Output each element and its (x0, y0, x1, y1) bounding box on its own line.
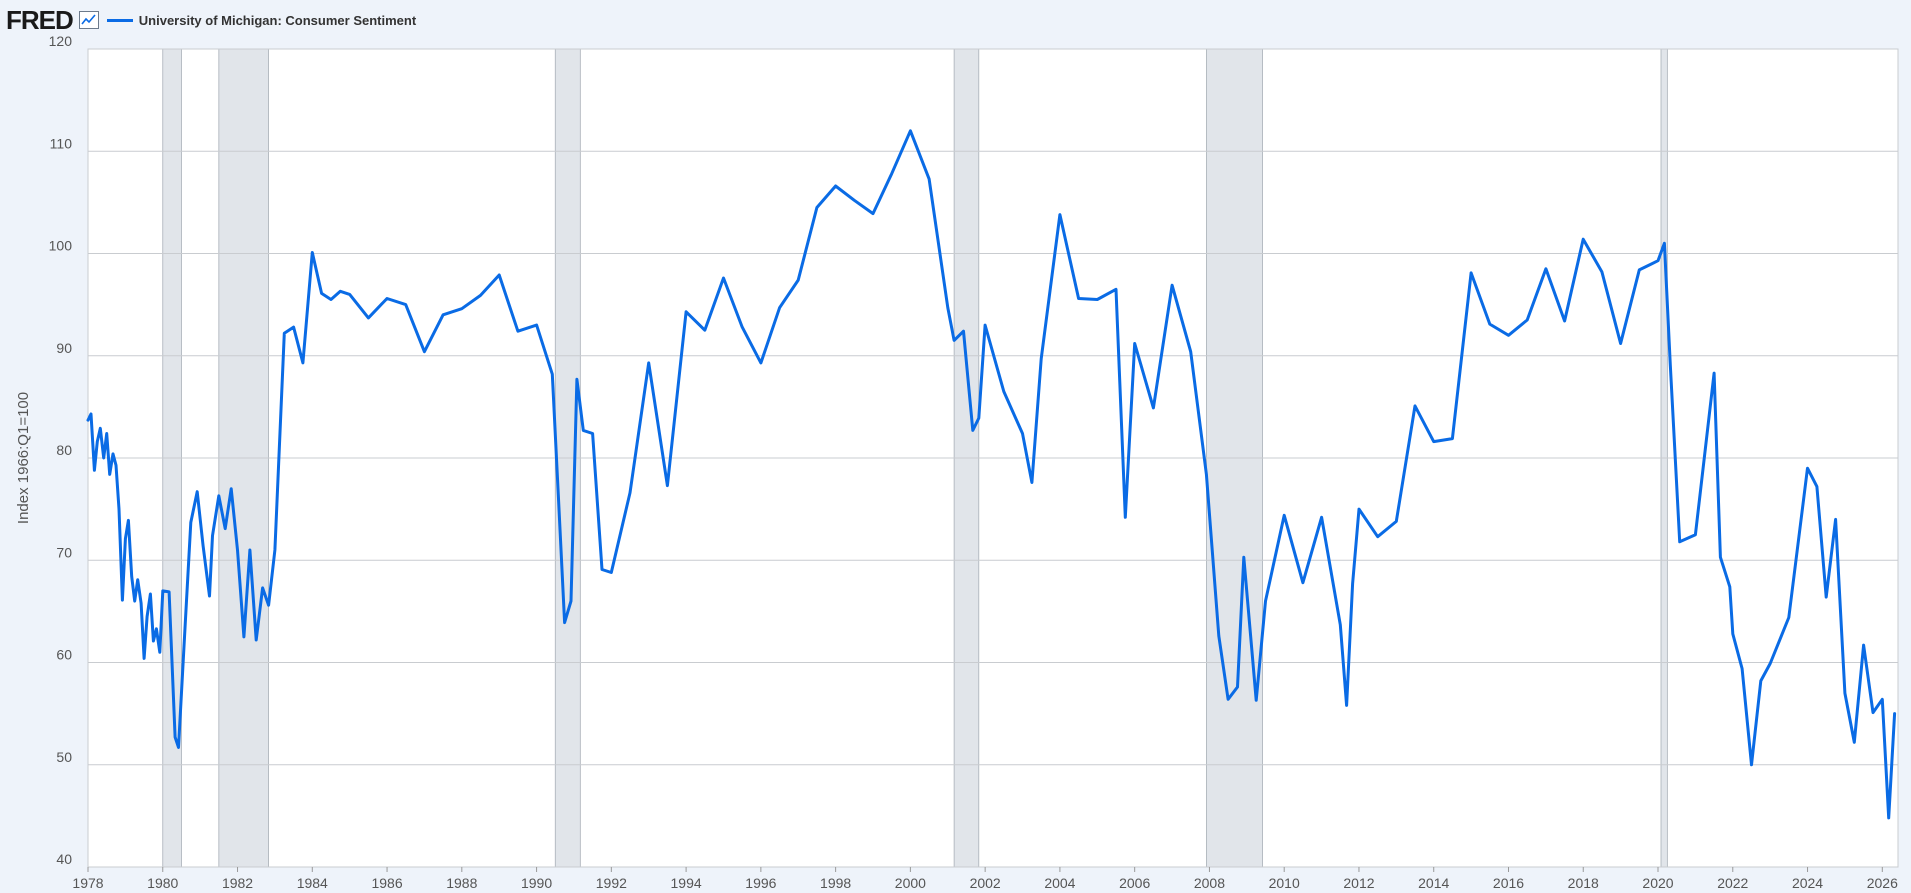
y-tick-label: 100 (49, 238, 73, 254)
x-tick-label: 2006 (1119, 875, 1150, 891)
y-tick-label: 60 (56, 647, 72, 663)
x-tick-label: 2022 (1717, 875, 1748, 891)
x-tick-label: 2026 (1867, 875, 1898, 891)
x-tick-label: 1992 (596, 875, 627, 891)
y-tick-label: 50 (56, 749, 72, 765)
x-tick-label: 2024 (1792, 875, 1823, 891)
fred-logo[interactable]: FRED (6, 4, 74, 35)
x-axis-ticks: 1978 1980 1982 1984 1986 1988 1990 1992 1994 1996… (72, 867, 1898, 891)
x-tick-label: 2000 (895, 875, 926, 891)
x-tick-label: 1988 (446, 875, 477, 891)
y-tick-label: 110 (50, 135, 73, 151)
x-tick-label: 2004 (1044, 875, 1075, 891)
x-tick-label: 2008 (1194, 875, 1225, 891)
y-tick-label: 40 (56, 851, 72, 867)
x-tick-label: 1986 (371, 875, 402, 891)
x-tick-label: 1978 (72, 875, 103, 891)
y-axis-title: Index 1966:Q1=100 (15, 392, 32, 524)
y-tick-label: 70 (56, 544, 72, 560)
x-tick-label: 1994 (671, 875, 702, 891)
x-tick-label: 2010 (1269, 875, 1300, 891)
legend-line-swatch (106, 18, 133, 22)
x-tick-label: 2014 (1418, 875, 1449, 891)
x-tick-label: 2016 (1493, 875, 1524, 891)
x-tick-label: 1990 (521, 875, 552, 891)
chart-legend: University of Michigan: Consumer Sentime… (106, 12, 417, 28)
y-axis-ticks: 40 50 60 70 80 90 100 110 120 (49, 33, 73, 867)
y-tick-label: 90 (56, 340, 72, 356)
y-tick-label: 80 (56, 442, 72, 458)
x-tick-label: 1984 (297, 875, 328, 891)
x-tick-label: 1982 (222, 875, 253, 891)
x-tick-label: 1980 (147, 875, 178, 891)
line-chart-icon[interactable] (78, 11, 99, 29)
x-tick-label: 2002 (970, 875, 1001, 891)
x-tick-label: 1998 (820, 875, 851, 891)
x-tick-label: 2020 (1642, 875, 1673, 891)
x-tick-label: 1996 (745, 875, 776, 891)
x-tick-label: 2018 (1568, 875, 1599, 891)
chart-header: FRED University of Michigan: Consumer Se… (0, 0, 1911, 40)
x-tick-label: 2012 (1343, 875, 1374, 891)
y-tick-label: 120 (49, 33, 73, 49)
legend-series-title[interactable]: University of Michigan: Consumer Sentime… (138, 12, 417, 28)
series-line-consumer-sentiment[interactable] (86, 129, 1897, 820)
